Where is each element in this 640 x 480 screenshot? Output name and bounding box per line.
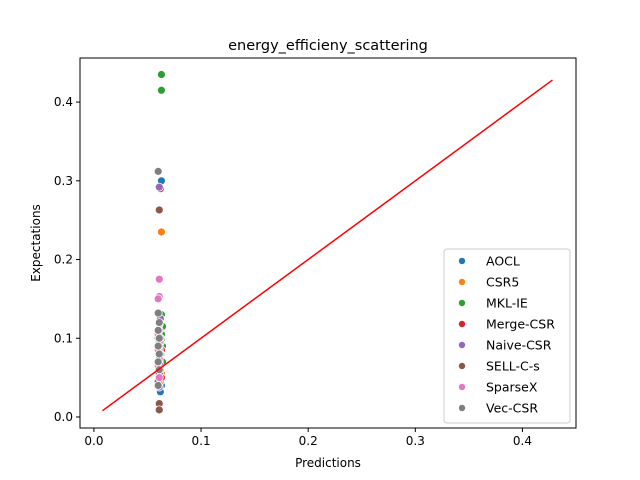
legend-marker (458, 404, 466, 412)
legend-label: Vec-CSR (486, 401, 538, 416)
legend-box (443, 248, 571, 424)
data-point (154, 318, 164, 327)
data-point (157, 85, 166, 95)
plot-frame (79, 57, 577, 429)
x-axis-label: Predictions (295, 456, 361, 470)
data-point (154, 333, 164, 343)
data-point (154, 405, 164, 415)
legend-marker (458, 341, 466, 349)
data-point (154, 205, 164, 215)
x-tick-label: 0.2 (299, 434, 318, 448)
y-axis-label: Expectations (29, 204, 43, 282)
legend-label: MKL-IE (486, 296, 528, 311)
legend-label: CSR5 (486, 275, 519, 290)
data-point (154, 274, 164, 284)
data-point (154, 373, 164, 383)
x-tick-label: 0.1 (192, 434, 211, 448)
legend-marker (458, 257, 466, 265)
legend-label: SparseX (486, 380, 538, 395)
data-point (154, 182, 164, 192)
chart-title: energy_efficieny_scattering (228, 38, 428, 54)
x-tick-label: 0.0 (84, 434, 103, 448)
data-point (153, 341, 163, 351)
legend: AOCL CSR5 MKL-IE Merge-CSR Naive-CSR SELL-C-s… (443, 248, 571, 424)
legend-label: Naive-CSR (486, 338, 552, 353)
legend-marker (458, 362, 466, 370)
x-tick-label: 0.3 (406, 434, 425, 448)
x-tick-label: 0.4 (513, 434, 532, 448)
y-tick-label: 0.0 (54, 410, 73, 424)
y-axis: 0.0 0.1 0.2 0.3 0.4 (54, 95, 80, 424)
data-point (153, 308, 163, 318)
legend-marker (458, 320, 466, 328)
y-tick-label: 0.3 (54, 174, 73, 188)
legend-marker (458, 299, 466, 307)
data-point (153, 166, 163, 176)
reference-line (102, 79, 553, 412)
data-point (153, 325, 163, 335)
data-point (153, 357, 163, 367)
y-tick-label: 0.1 (54, 331, 73, 345)
data-point (157, 227, 166, 237)
legend-label: Merge-CSR (486, 317, 555, 332)
legend-marker (458, 383, 466, 391)
x-axis: 0.0 0.1 0.2 0.3 0.4 (84, 428, 532, 448)
data-point (153, 294, 163, 304)
data-point (153, 381, 163, 390)
legend-label: AOCL (486, 254, 520, 269)
legend-label: SELL-C-s (486, 359, 540, 374)
y-tick-label: 0.2 (54, 253, 73, 267)
legend-marker (458, 278, 466, 286)
data-point (154, 349, 164, 359)
plot-area (102, 70, 553, 415)
y-tick-label: 0.4 (54, 95, 73, 109)
data-point (157, 70, 166, 79)
